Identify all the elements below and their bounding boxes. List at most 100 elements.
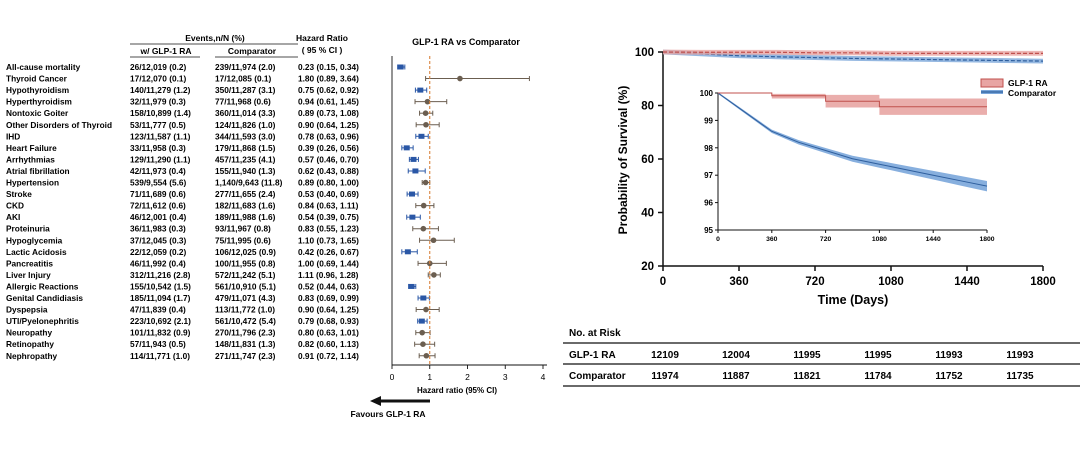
risk-cell: 11887 <box>722 371 750 382</box>
row-hazard-ratio: 0.54 (0.39, 0.75) <box>298 212 359 222</box>
hr-point <box>422 179 429 186</box>
row-hazard-ratio: 0.83 (0.69, 0.99) <box>298 293 359 303</box>
inset-glp1-line <box>718 92 987 108</box>
row-label: Atrial fibrillation <box>6 166 70 176</box>
row-hazard-ratio: 0.53 (0.40, 0.69) <box>298 189 359 199</box>
hr-point <box>408 283 415 289</box>
row-hazard-ratio: 0.83 (0.55, 1.23) <box>298 224 359 234</box>
risk-cell: 11995 <box>864 350 892 361</box>
hr-point <box>420 295 427 301</box>
glp1-column-header: w/ GLP-1 RA <box>139 46 191 56</box>
inset-glp1-ci-band <box>718 93 987 115</box>
row-glp1-events: 42/11,973 (0.4) <box>130 166 186 176</box>
km-inset-plot: 0 360 720 1080 1440 1800 95 96 97 98 99 100 <box>700 89 995 243</box>
km-y-tick-label: 20 <box>641 261 654 273</box>
forest-row: Other Disorders of Thyroid 53/11,777 (0.5… <box>6 120 440 130</box>
row-label: Hypertension <box>6 178 59 188</box>
row-glp1-events: 140/11,279 (1.2) <box>130 85 191 95</box>
row-hazard-ratio: 0.23 (0.15, 0.34) <box>298 62 359 72</box>
row-comparator-events: 360/11,014 (3.3) <box>215 108 276 118</box>
forest-x-tick-label: 0 <box>390 372 395 382</box>
hr-point <box>420 341 426 348</box>
row-comparator-events: 179/11,868 (1.5) <box>215 143 276 153</box>
inset-y-tick-label: 99 <box>704 116 713 125</box>
row-label: Thyroid Cancer <box>6 74 68 84</box>
inset-x-tick-label: 720 <box>820 236 832 243</box>
hr-point <box>404 249 411 255</box>
km-x-tick-label: 1800 <box>1030 276 1056 288</box>
row-hazard-ratio: 0.42 (0.26, 0.67) <box>298 247 359 257</box>
forest-axis: Hazard ratio (95% CI) 0 1 2 3 4 <box>390 56 547 395</box>
row-comparator-events: 182/11,683 (1.6) <box>215 201 276 211</box>
row-hazard-ratio: 0.90 (0.64, 1.25) <box>298 120 359 130</box>
forest-row: Proteinuria 36/11,983 (0.3) 93/11,967 (0.8… <box>6 224 439 234</box>
inset-x-tick-label: 0 <box>716 236 720 243</box>
row-hazard-ratio: 0.57 (0.46, 0.70) <box>298 154 359 164</box>
row-comparator-events: 1,140/9,643 (11.8) <box>215 178 283 188</box>
inset-y-tick-label: 98 <box>704 144 713 153</box>
inset-y-tick-label: 100 <box>700 89 714 98</box>
forest-row: UTI/Pyelonephritis 223/10,692 (2.1) 561/10… <box>6 316 428 326</box>
row-label: IHD <box>6 131 20 141</box>
row-hazard-ratio: 1.80 (0.89, 3.64) <box>298 74 359 84</box>
row-hazard-ratio: 0.80 (0.63, 1.01) <box>298 328 359 338</box>
row-label: Heart Failure <box>6 143 57 153</box>
row-comparator-events: 270/11,796 (2.3) <box>215 328 276 338</box>
km-y-tick-label: 40 <box>641 208 654 220</box>
km-x-tick-label: 720 <box>805 276 824 288</box>
risk-cell: 11784 <box>864 371 892 382</box>
row-glp1-events: 312/11,216 (2.8) <box>130 270 191 280</box>
row-comparator-events: 561/10,910 (5.1) <box>215 281 276 291</box>
row-glp1-events: 57/11,943 (0.5) <box>130 339 186 349</box>
row-comparator-events: 113/11,772 (1.0) <box>215 305 275 315</box>
row-comparator-events: 77/11,968 (0.6) <box>215 97 271 107</box>
row-glp1-events: 155/10,542 (1.5) <box>130 281 191 291</box>
hr-point <box>410 156 417 162</box>
forest-row: All-cause mortality 26/12,019 (0.2) 239/11… <box>6 62 406 72</box>
row-hazard-ratio: 0.91 (0.72, 1.14) <box>298 351 359 361</box>
row-glp1-events: 37/12,045 (0.3) <box>130 235 187 245</box>
hr-point <box>418 133 425 139</box>
hr-point <box>420 202 427 209</box>
row-comparator-events: 124/11,826 (1.0) <box>215 120 276 130</box>
km-x-axis-label: Time (Days) <box>818 293 889 307</box>
legend-label-comparator: Comparator <box>1008 88 1057 98</box>
forest-rows: All-cause mortality 26/12,019 (0.2) 239/11… <box>6 62 530 361</box>
forest-row: Allergic Reactions 155/10,542 (1.5) 561/10… <box>6 281 417 291</box>
inset-y-tick-label: 97 <box>704 171 713 180</box>
comparator-column-header: Comparator <box>228 46 277 56</box>
km-x-tick-label: 360 <box>729 276 748 288</box>
hr-point <box>423 121 429 128</box>
comparator-survival-line <box>662 51 1044 62</box>
risk-cell: 12004 <box>722 350 750 361</box>
forest-row: Lactic Acidosis 22/12,059 (0.2) 106/12,025… <box>6 247 418 257</box>
forest-row: Retinopathy 57/11,943 (0.5) 148/11,831 (1.… <box>6 339 436 349</box>
inset-x-tick-label: 1800 <box>979 236 994 243</box>
risk-cell: 11735 <box>1006 371 1034 382</box>
hr-point <box>457 75 463 82</box>
glp1-ci-band <box>663 49 1043 56</box>
risk-cell: 11821 <box>793 371 821 382</box>
row-glp1-events: 101/11,832 (0.9) <box>130 328 191 338</box>
events-header: Events,n/N (%) <box>185 33 245 43</box>
row-label: Neuropathy <box>6 328 52 338</box>
row-hazard-ratio: 0.62 (0.43, 0.88) <box>298 166 359 176</box>
row-comparator-events: 479/11,071 (4.3) <box>215 293 276 303</box>
km-x-tick-label: 0 <box>660 276 666 288</box>
forest-row: Liver Injury 312/11,216 (2.8) 572/11,242 (… <box>6 270 441 280</box>
row-comparator-events: 17/12,085 (0.1) <box>215 74 272 84</box>
risk-table: No. at Risk GLP-1 RA 12109 12004 11995 11995… <box>563 328 1080 387</box>
row-comparator-events: 93/11,967 (0.8) <box>215 224 271 234</box>
row-label: Proteinuria <box>6 224 50 234</box>
forest-x-tick-label: 1 <box>427 372 432 382</box>
inset-x-tick-label: 1440 <box>926 236 941 243</box>
forest-title: GLP-1 RA vs Comparator <box>412 37 520 47</box>
row-label: UTI/Pyelonephritis <box>6 316 79 326</box>
km-plot: Probability of Survival (%) Time (Days) … <box>616 47 1056 307</box>
row-hazard-ratio: 0.94 (0.61, 1.45) <box>298 97 359 107</box>
row-glp1-events: 158/10,899 (1.4) <box>130 108 191 118</box>
forest-row: Genital Candidiasis 185/11,094 (1.7) 479/1… <box>6 293 430 303</box>
row-label: All-cause mortality <box>6 62 81 72</box>
forest-row: Dyspepsia 47/11,839 (0.4) 113/11,772 (1.0)… <box>6 305 440 315</box>
